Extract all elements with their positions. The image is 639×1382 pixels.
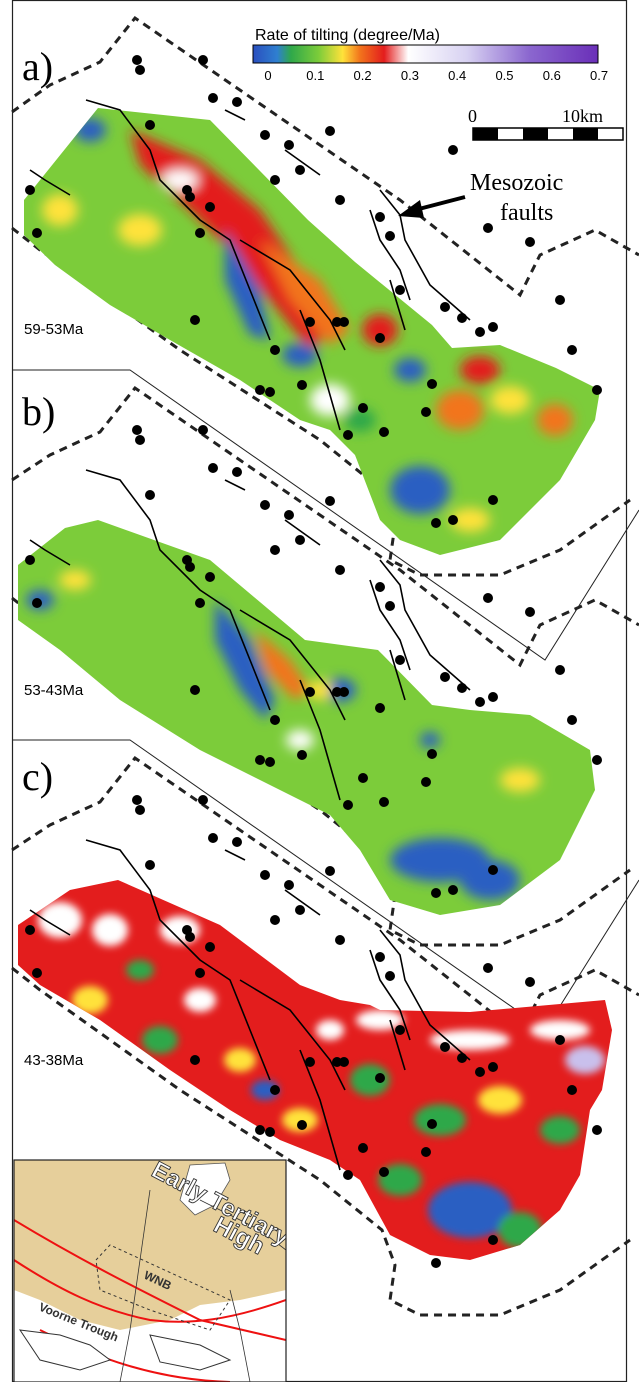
colorbar-tick-label: 0.1	[306, 68, 324, 83]
panel-a	[11, 15, 639, 577]
panel-separator-b-c	[12, 739, 639, 1031]
age-label-a: 59-53Ma	[24, 321, 84, 338]
colorbar: Rate of tilting (degree/Ma) 0 0.1 0.2 0.3 0.…	[252, 27, 608, 83]
well-points	[25, 55, 602, 528]
tilting-raster	[18, 520, 595, 915]
annotation-line1: Mesozoic	[470, 170, 563, 196]
colorbar-tick-label: 0.7	[590, 68, 608, 83]
inset-frame	[13, 1159, 287, 1382]
colorbar-title: Rate of tilting (degree/Ma)	[255, 27, 440, 44]
outline-dashed	[11, 755, 639, 1317]
colorbar-tick-label: 0.5	[495, 68, 513, 83]
panel-letter-a: a)	[22, 44, 53, 89]
scale-end-label: 10km	[562, 106, 603, 126]
scale-bar: 0 10km	[468, 106, 624, 141]
colorbar-tick-label: 0.3	[401, 68, 419, 83]
mesozoic-faults-annotation: Mesozoic faults	[398, 170, 563, 226]
panel-letter-b: b)	[22, 389, 55, 434]
panel-letter-c: c)	[22, 754, 53, 799]
tilting-raster	[24, 108, 600, 555]
annotation-arrow	[414, 195, 466, 212]
colorbar-gradient	[252, 44, 599, 64]
panel-separator-a-b	[12, 369, 639, 661]
annotation-line2: faults	[500, 200, 553, 226]
colorbar-tick-label: 0.4	[448, 68, 466, 83]
fault-lines	[29, 99, 471, 431]
colorbar-tick-label: 0.6	[543, 68, 561, 83]
scale-start-label: 0	[468, 106, 477, 126]
inset-white-island	[179, 1162, 231, 1216]
colorbar-tick-label: 0.2	[354, 68, 372, 83]
inset-map: Early Tertiary High WNB Voorne Trough	[14, 1160, 286, 1382]
age-label-b: 53-43Ma	[24, 682, 84, 699]
age-label-c: 43-38Ma	[24, 1052, 84, 1069]
colorbar-tick-label: 0	[264, 68, 271, 83]
inset-high-area	[14, 1160, 286, 1330]
